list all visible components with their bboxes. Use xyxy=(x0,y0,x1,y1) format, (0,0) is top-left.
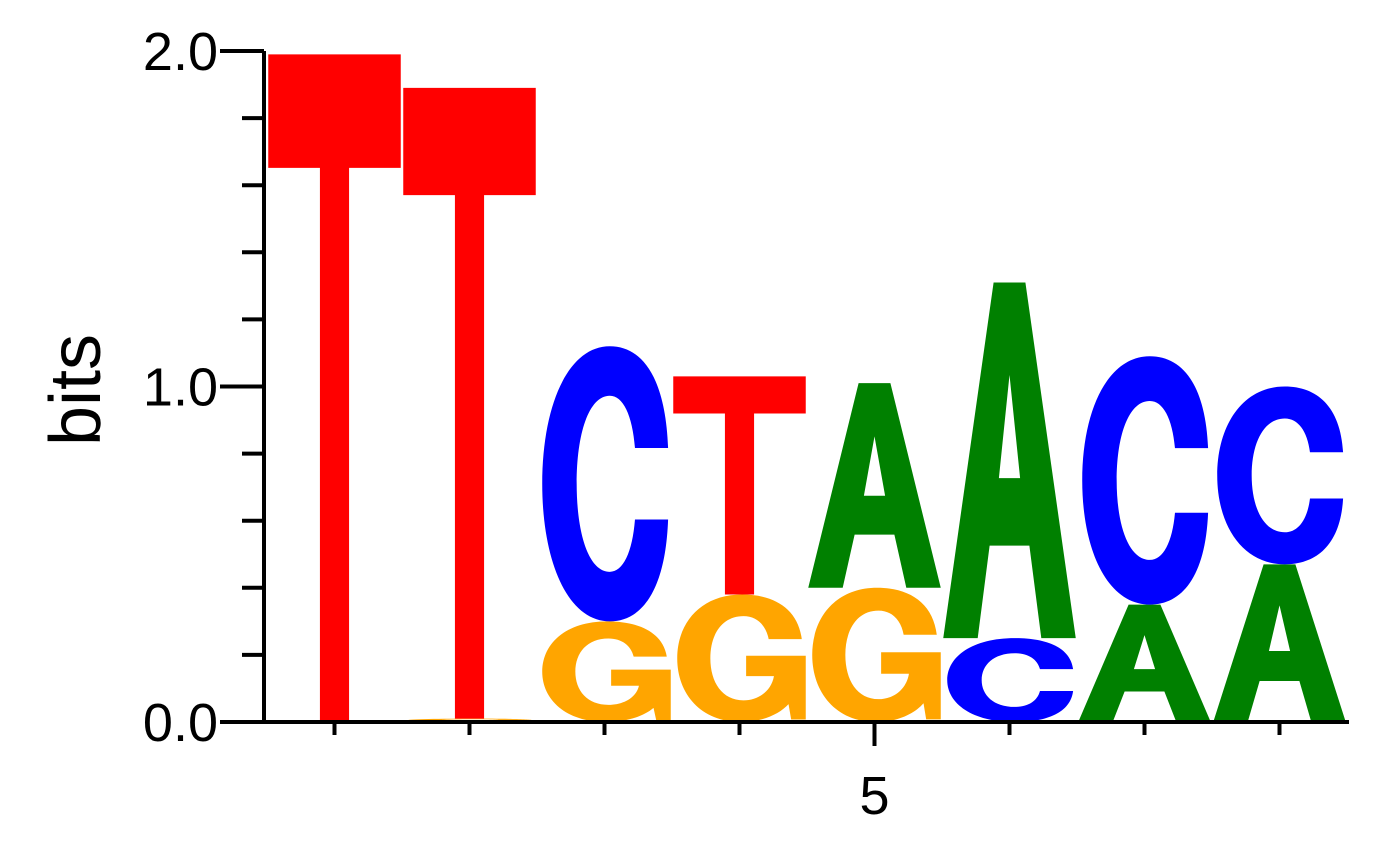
letter-c-pos-7-1 xyxy=(1082,356,1209,605)
letter-a-pos-6-1 xyxy=(943,282,1076,639)
stack-position-8 xyxy=(1213,386,1346,722)
letter-g-pos-4-0 xyxy=(677,594,806,722)
letter-a-pos-5-1 xyxy=(808,383,941,588)
letter-g-pos-3-0 xyxy=(542,621,671,722)
stack-position-2 xyxy=(403,87,536,722)
letter-t-pos-1-0 xyxy=(268,54,401,722)
letter-stacks xyxy=(268,54,1346,722)
y-axis-label: bits xyxy=(36,334,116,446)
letter-c-pos-6-0 xyxy=(947,638,1074,722)
letter-c-pos-8-1 xyxy=(1217,386,1344,565)
axes: 0.0 1.0 2.0 5 xyxy=(143,22,1349,826)
letter-g-pos-5-0 xyxy=(812,587,941,722)
x-tick-label: 5 xyxy=(859,766,889,826)
letter-a-pos-8-0 xyxy=(1213,564,1346,722)
y-tick-label: 2.0 xyxy=(143,22,218,82)
stack-position-7 xyxy=(1078,356,1211,722)
y-tick-label: 0.0 xyxy=(143,693,218,753)
stack-position-3 xyxy=(542,346,671,722)
letter-t-pos-4-1 xyxy=(673,376,806,595)
letter-t-pos-2-1 xyxy=(403,87,536,719)
stack-position-5 xyxy=(808,383,941,722)
y-tick-label: 1.0 xyxy=(143,358,218,418)
stack-position-6 xyxy=(943,282,1076,722)
letter-a-pos-7-0 xyxy=(1078,604,1211,722)
stack-position-4 xyxy=(673,376,806,722)
stack-position-1 xyxy=(268,54,401,722)
letter-c-pos-3-1 xyxy=(542,346,669,622)
